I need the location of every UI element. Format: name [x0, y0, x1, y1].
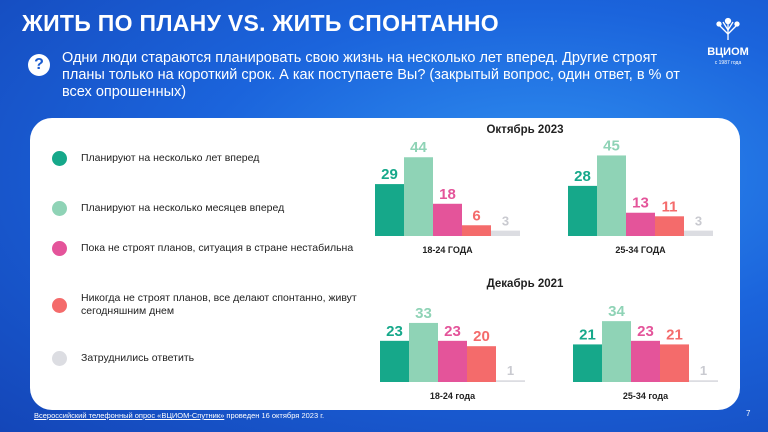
legend-label: Затруднились ответить: [81, 352, 195, 364]
bar-value-label: 1: [507, 363, 514, 378]
legend-dot-icon: [52, 151, 67, 166]
group-label: 25-34 года: [623, 391, 669, 401]
slide-title: ЖИТЬ ПО ПЛАНУ VS. ЖИТЬ СПОНТАННО: [22, 10, 500, 36]
bar-value-label: 6: [472, 207, 480, 224]
bar: [597, 155, 626, 236]
bar-value-label: 45: [603, 137, 620, 154]
footer-link[interactable]: Всероссийский телефонный опрос «ВЦИОМ-Сп…: [34, 411, 225, 420]
page-number: 7: [746, 409, 751, 418]
bar: [433, 203, 462, 236]
legend-label: Планируют на несколько лет вперед: [81, 152, 260, 164]
bar: [689, 380, 718, 382]
bar-value-label: 11: [662, 198, 678, 215]
bar: [496, 380, 525, 382]
legend-item-years: Планируют на несколько лет вперед: [52, 151, 381, 166]
bar: [684, 230, 713, 236]
bar-value-label: 44: [410, 139, 427, 156]
bar: [491, 230, 520, 236]
legend-dot-icon: [52, 351, 67, 366]
legend-item-unstable: Пока не строят планов, ситуация в стране…: [52, 241, 381, 256]
bar-value-label: 34: [608, 303, 625, 320]
bar: [375, 184, 404, 236]
legend-item-months: Планируют на несколько месяцев вперед: [52, 201, 381, 216]
group-label: 18-24 ГОДА: [422, 245, 473, 255]
group-label: 25-34 ГОДА: [615, 245, 666, 255]
bar-value-label: 1: [700, 363, 707, 378]
legend-dot-icon: [52, 297, 67, 313]
legend-label: Пока не строят планов, ситуация в стране…: [81, 242, 354, 254]
legend-item-undecided: Затруднились ответить: [52, 351, 381, 366]
legend-label: Никогда не строят планов, все делают спо…: [81, 292, 357, 317]
footer-text: проведен 16 октября 2023 г.: [224, 411, 325, 420]
tree-icon: [716, 17, 740, 40]
bar: [631, 340, 660, 382]
chart-title: Октябрь 2023: [486, 124, 563, 136]
bar: [380, 340, 409, 382]
legend-dot-icon: [52, 241, 67, 256]
bar-value-label: 13: [632, 195, 649, 212]
legend-dot-icon: [52, 201, 67, 216]
bar-value-label: 21: [666, 326, 683, 343]
bar: [462, 225, 491, 236]
bar-value-label: 29: [381, 166, 398, 183]
bar-value-label: 3: [695, 214, 702, 229]
footer-source: Всероссийский телефонный опрос «ВЦИОМ-Сп…: [34, 411, 324, 420]
bar-value-label: 20: [473, 328, 490, 345]
legend-item-spontaneous: Никогда не строят планов, все делают спо…: [52, 292, 381, 318]
legend-label: Планируют на несколько месяцев вперед: [81, 202, 285, 214]
bar-value-label: 23: [637, 323, 654, 340]
bar: [626, 212, 655, 236]
bar-value-label: 23: [444, 323, 461, 340]
bar: [404, 157, 433, 236]
bar: [409, 322, 438, 382]
bar: [568, 185, 597, 236]
bar: [573, 344, 602, 382]
bar: [660, 344, 689, 382]
question-icon: ?: [28, 54, 50, 76]
logo-name: ВЦИОМ: [707, 46, 749, 58]
group-label: 18-24 года: [430, 391, 476, 401]
question-text: Одни люди стараются планировать свою жиз…: [62, 50, 680, 100]
bar-value-label: 18: [439, 186, 456, 203]
bar: [655, 216, 684, 236]
bar-value-label: 33: [415, 305, 432, 322]
bar-value-label: 28: [574, 168, 591, 185]
logo-tagline: с 1987 года: [715, 60, 742, 66]
bar: [602, 321, 631, 382]
bar-value-label: 23: [386, 323, 403, 340]
bar-value-label: 21: [579, 326, 596, 343]
bar-value-label: 3: [502, 214, 509, 229]
bar: [438, 340, 467, 382]
vciom-logo: ВЦИОМ с 1987 года: [707, 17, 749, 66]
chart-title: Декабрь 2021: [487, 278, 564, 290]
bar: [467, 346, 496, 382]
